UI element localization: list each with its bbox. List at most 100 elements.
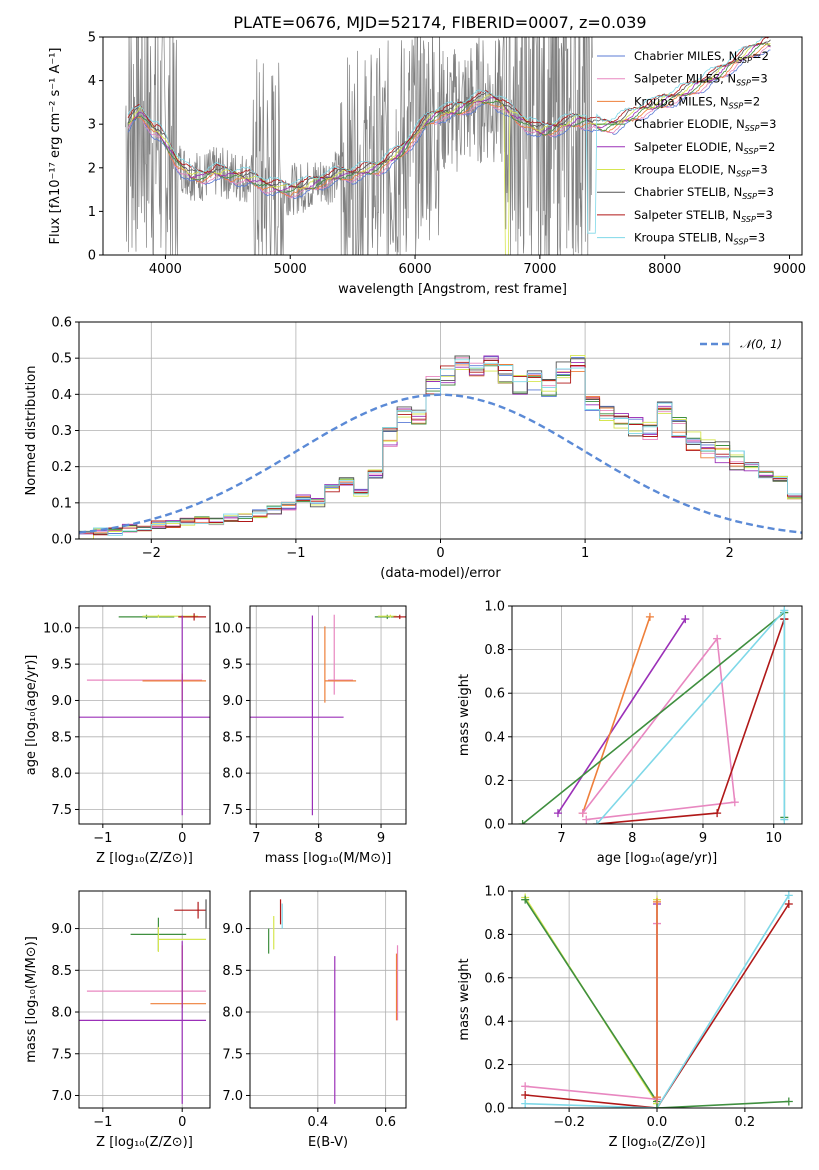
weight-marker — [784, 891, 793, 900]
weight-line-3 — [582, 636, 736, 821]
y-axis-label: age [log₁₀(age/yr)] — [24, 655, 39, 776]
axes-frame — [249, 605, 407, 825]
plot-area — [518, 606, 789, 824]
y-tick-label: 7.5 — [51, 803, 72, 818]
weight-marker — [592, 820, 601, 824]
weight-marker — [653, 897, 661, 906]
x-tick-label: 1 — [581, 546, 589, 561]
x-tick-label: 7000 — [523, 262, 556, 277]
plot-area — [250, 614, 406, 816]
legend-entry: Chabrier MILES, NSSP=2 — [634, 49, 769, 65]
x-tick-label: −1 — [93, 831, 112, 846]
weight-marker — [521, 1099, 530, 1108]
legend-entry-subscript: SSP — [736, 170, 751, 179]
weight-marker — [784, 1097, 793, 1106]
axes-frame — [78, 321, 803, 540]
y-tick-label: 9.5 — [222, 658, 243, 673]
weight-line-2 — [581, 616, 651, 814]
y-tick-label: 0.4 — [484, 1015, 505, 1030]
y-tick-label: 0.8 — [484, 643, 505, 658]
legend-entry-count: =2 — [743, 94, 760, 108]
legend-entry-name: Kroupa STELIB, N — [634, 231, 734, 245]
y-tick-label: 0 — [88, 249, 96, 264]
y-tick-label: 10.0 — [43, 621, 72, 636]
y-axis-label: mass [log₁₀(M/M⊙)] — [24, 936, 39, 1063]
y-tick-label: 8.0 — [51, 767, 72, 782]
plot-area — [79, 354, 802, 539]
panel-8: −0.2 0.0 0.2 0.0 0.2 0.4 0.6 0.8 1.0 Z [log₁₀(Z/Z… — [457, 885, 803, 1150]
y-tick-label: 7.5 — [222, 1047, 243, 1062]
x-tick-label: 9 — [377, 831, 385, 846]
legend-entry-subscript: SSP — [729, 101, 744, 110]
x-tick-label: 2 — [726, 546, 734, 561]
y-tick-label: 9.0 — [222, 694, 243, 709]
model-line-5 — [127, 42, 771, 192]
y-tick-label: 0.4 — [484, 730, 505, 745]
x-tick-label: 0.2 — [735, 1115, 756, 1130]
legend-entry-name: Salpeter STELIB, N — [634, 208, 741, 222]
normal-curve — [79, 393, 802, 534]
weight-marker — [713, 634, 722, 643]
y-tick-label: 0.0 — [484, 818, 505, 833]
legend-entry-count: =3 — [751, 163, 768, 177]
legend-entry: Salpeter ELODIE, NSSP=2 — [634, 140, 775, 156]
x-axis-label: wavelength [Angstrom, rest frame] — [338, 282, 567, 297]
y-tick-label: 5 — [88, 31, 96, 46]
weight-marker — [521, 1090, 530, 1099]
x-tick-label: 7 — [252, 831, 260, 846]
panel-5: 7 8 9 10 0.0 0.2 0.4 0.6 0.8 1.0 age [log₁₀(age/yr… — [457, 600, 803, 866]
plot-area — [79, 613, 210, 816]
x-axis-label: Z [log₁₀(Z/Z⊙)] — [96, 1135, 193, 1150]
legend-entry-subscript: SSP — [737, 56, 752, 65]
legend-entry-name: Chabrier STELIB, N — [634, 185, 742, 199]
x-tick-label: −2 — [142, 546, 161, 561]
y-tick-label: 1.0 — [484, 600, 505, 615]
plot-area — [125, 37, 771, 255]
weight-marker — [730, 798, 739, 807]
y-tick-label: 0.2 — [484, 774, 505, 789]
x-tick-label: −1 — [286, 546, 305, 561]
weight-marker — [780, 606, 789, 615]
legend-entry: Kroupa MILES, NSSP=2 — [634, 94, 760, 110]
weight-marker — [645, 612, 654, 621]
legend-entry-count: =3 — [760, 117, 777, 131]
panel-7: 0.4 0.6 7.0 7.5 8.0 8.5 9.0 E(B-V) — [222, 890, 407, 1150]
legend-entry: Kroupa STELIB, NSSP=3 — [634, 231, 765, 247]
x-tick-label: 0 — [178, 1115, 186, 1130]
y-tick-label: 0.2 — [484, 1058, 505, 1073]
x-axis-label: Z [log₁₀(Z/Z⊙)] — [96, 851, 193, 866]
legend-entry-name: Chabrier ELODIE, N — [634, 117, 745, 131]
weight-marker — [681, 615, 690, 624]
y-tick-label: 8.5 — [51, 964, 72, 979]
x-tick-label: 8000 — [648, 262, 681, 277]
y-tick-label: 0.8 — [484, 928, 505, 943]
legend-entry-count: =3 — [757, 185, 774, 199]
x-tick-label: 0 — [436, 546, 444, 561]
legend-entry-name: Chabrier MILES, N — [634, 49, 737, 63]
x-tick-label: 9 — [699, 831, 707, 846]
legend-entry-subscript: SSP — [736, 79, 751, 88]
weight-marker — [780, 815, 789, 824]
weight-marker — [553, 809, 562, 818]
y-tick-label: 2 — [88, 161, 96, 176]
panel-3: −1 0 7.5 8.0 8.5 9.0 9.5 10.0 Z [log₁₀(Z/Z⊙)] age… — [24, 605, 211, 866]
x-tick-label: 6000 — [399, 262, 432, 277]
legend-entry-count: =2 — [758, 140, 775, 154]
model-line-4 — [127, 42, 771, 193]
x-tick-label: 0.6 — [375, 1115, 396, 1130]
y-tick-label: 0.0 — [51, 533, 72, 548]
y-tick-label: 8.0 — [51, 1006, 72, 1021]
weight-marker — [784, 900, 793, 909]
panel-4: 7 8 9 7.5 8.0 8.5 9.0 9.5 10.0 mass [log₁₀(M/M⊙)] — [214, 605, 407, 866]
y-tick-label: 0.2 — [51, 460, 72, 475]
legend-entry-subscript: SSP — [744, 147, 759, 156]
legend-entry: Salpeter STELIB, NSSP=3 — [634, 208, 773, 224]
x-axis-label: (data-model)/error — [380, 566, 501, 581]
model-line-9 — [127, 37, 764, 234]
weight-marker — [521, 895, 530, 904]
weight-marker — [582, 815, 591, 824]
weight-marker — [653, 1093, 661, 1102]
x-tick-label: 4000 — [149, 262, 182, 277]
